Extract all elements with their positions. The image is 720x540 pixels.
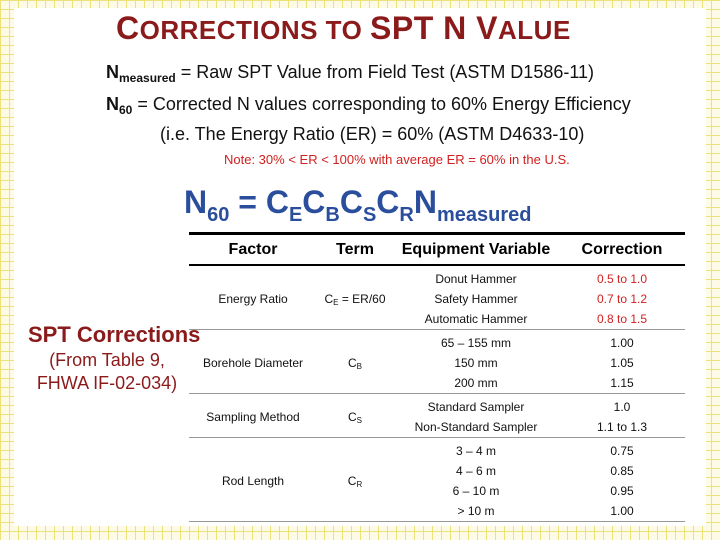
header-factor: Factor	[189, 233, 317, 266]
factor-cell: Sampling Method	[189, 393, 317, 438]
header-term: Term	[317, 233, 393, 266]
table-row: Borehole Diameter CB 65 – 155 mm 1.00	[189, 329, 685, 394]
correction-cell: 1.00	[610, 336, 634, 350]
side-title: SPT Corrections	[28, 322, 201, 347]
table-row: Sampling Method CS Standard Sampler 1.0	[189, 393, 685, 438]
variable-cell: 150 mm	[454, 356, 498, 370]
factor-cell: Borehole Diameter	[189, 329, 317, 394]
term-cell: CB	[317, 329, 393, 394]
variable-cell: Safety Hammer	[434, 292, 518, 306]
term-cell: CR	[317, 437, 393, 522]
correction-cell: 0.8 to 1.5	[559, 309, 685, 330]
factor-cell: Rod Length	[189, 437, 317, 522]
variable-cell: 4 – 6 m	[455, 464, 497, 478]
corrections-table: Factor Term Equipment Variable Correctio…	[189, 232, 685, 522]
table-row: Energy Ratio CE = ER/60 Donut Hammer 0.5…	[189, 265, 685, 330]
variable-cell: Donut Hammer	[435, 272, 517, 286]
variable-cell: > 10 m	[393, 501, 559, 522]
definition-n-measured: Nmeasured = Raw SPT Value from Field Tes…	[106, 62, 595, 85]
table-row: 200 mm 1.15	[189, 373, 685, 394]
side-source-line1: (From Table 9,	[49, 350, 165, 370]
table-row: 6 – 10 m 0.95	[189, 481, 685, 501]
definition-n60: N60 = Corrected N values corresponding t…	[106, 94, 631, 117]
table-row: 4 – 6 m 0.85	[189, 461, 685, 481]
correction-cell: 1.05	[610, 356, 634, 370]
definition-energy-ratio: (i.e. The Energy Ratio (ER) = 60% (ASTM …	[160, 124, 585, 144]
term-cell: CE = ER/60	[317, 265, 393, 330]
table-row: Safety Hammer 0.7 to 1.2	[189, 289, 685, 309]
correction-cell: 0.75	[610, 444, 634, 458]
correction-cell: 1.0	[613, 400, 631, 414]
term-cell: CS	[317, 393, 393, 438]
correction-cell: 0.7 to 1.2	[596, 292, 648, 306]
variable-cell: 3 – 4 m	[455, 444, 497, 458]
table-row: Non-Standard Sampler 1.1 to 1.3	[189, 417, 685, 438]
n60-formula: N60 = CECBCSCRNmeasured	[184, 184, 532, 226]
variable-cell: 200 mm	[393, 373, 559, 394]
correction-cell: 1.00	[559, 501, 685, 522]
table-row: Automatic Hammer 0.8 to 1.5	[189, 309, 685, 330]
factor-cell: Energy Ratio	[189, 265, 317, 330]
spt-corrections-label: SPT Corrections (From Table 9, FHWA IF-0…	[28, 322, 201, 394]
energy-ratio-note: Note: 30% < ER < 100% with average ER = …	[224, 152, 570, 167]
header-correction: Correction	[559, 233, 685, 266]
correction-cell: 0.85	[610, 464, 634, 478]
correction-cell: 0.95	[610, 484, 634, 498]
table-row: 150 mm 1.05	[189, 353, 685, 373]
variable-cell: 65 – 155 mm	[440, 336, 512, 350]
correction-cell: 1.1 to 1.3	[559, 417, 685, 438]
table-row: > 10 m 1.00	[189, 501, 685, 522]
variable-cell: Non-Standard Sampler	[393, 417, 559, 438]
header-equipment-variable: Equipment Variable	[393, 233, 559, 266]
variable-cell: Standard Sampler	[427, 400, 525, 414]
table-header-row: Factor Term Equipment Variable Correctio…	[189, 233, 685, 266]
table-row: Rod Length CR 3 – 4 m 0.75	[189, 437, 685, 522]
correction-cell: 1.15	[559, 373, 685, 394]
variable-cell: Automatic Hammer	[393, 309, 559, 330]
variable-cell: 6 – 10 m	[452, 484, 500, 498]
side-source-line2: FHWA IF-02-034)	[36, 373, 178, 393]
correction-cell: 0.5 to 1.0	[596, 272, 648, 286]
page-title: CORRECTIONS TO SPT N VALUE	[116, 10, 571, 46]
